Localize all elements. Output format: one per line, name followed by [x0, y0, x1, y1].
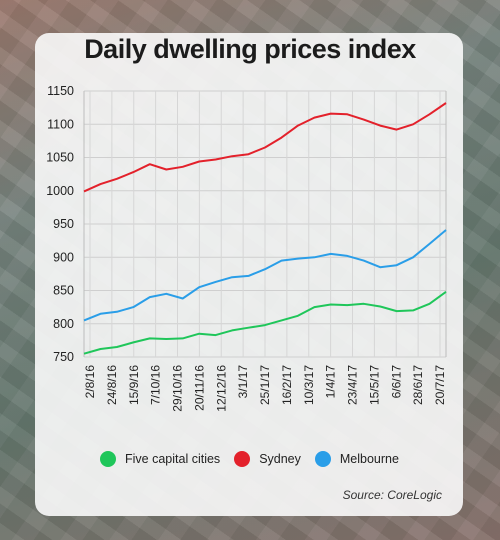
x-axis-ticks: 2/8/16 24/8/16 15/9/16 7/10/16 29/10/16 20/11…: [83, 365, 447, 412]
legend-label: Five capital cities: [125, 452, 221, 466]
y-tick-label: 900: [53, 250, 74, 264]
x-tick-label: 2/8/16: [83, 365, 97, 399]
series-line-sydney: [83, 102, 447, 193]
y-tick-label: 1150: [47, 84, 74, 98]
x-tick-label: 24/8/16: [105, 365, 119, 405]
x-tick-label: 20/11/16: [192, 365, 206, 411]
x-tick-label: 6/6/17: [389, 365, 403, 399]
legend-item-five-capital-cities: Five capital cities: [100, 451, 220, 467]
source-note: Source: CoreLogic: [342, 488, 442, 502]
x-tick-label: 15/9/16: [127, 365, 141, 405]
legend: Five capital cities Sydney Melbourne: [100, 450, 413, 468]
x-tick-label: 28/6/17: [411, 365, 425, 405]
x-tick-label: 20/7/17: [433, 365, 447, 405]
y-tick-label: 950: [53, 217, 74, 231]
chart-card: [35, 33, 463, 516]
legend-swatch: [100, 451, 116, 467]
series-line-five-capital-cities: [83, 290, 447, 355]
y-tick-label: 1100: [47, 117, 74, 131]
x-tick-label: 3/1/17: [236, 365, 250, 399]
y-tick-label: 800: [53, 317, 74, 331]
legend-label: Melbourne: [339, 452, 399, 466]
x-tick-label: 29/10/16: [171, 365, 185, 412]
x-tick-label: 25/1/17: [258, 365, 272, 405]
legend-swatch: [314, 451, 331, 467]
y-tick-label: 850: [53, 284, 74, 298]
chart-title: Daily dwelling prices index: [84, 34, 416, 64]
legend-swatch: [234, 451, 251, 467]
x-tick-label: 16/2/17: [280, 365, 294, 405]
x-tick-label: 10/3/17: [302, 365, 316, 405]
series-lines: [83, 102, 447, 355]
y-axis-ticks: 750 800 850 900 950 1000 1050 1100 1150: [46, 84, 74, 364]
y-tick-label: 1000: [46, 184, 74, 198]
x-tick-label: 23/4/17: [346, 365, 360, 405]
grid: [83, 90, 447, 358]
legend-item-sydney: Sydney: [234, 451, 301, 467]
legend-item-melbourne: Melbourne: [314, 451, 399, 467]
y-tick-label: 750: [53, 350, 74, 364]
legend-label: Sydney: [259, 452, 301, 466]
y-tick-label: 1050: [46, 151, 74, 165]
x-tick-label: 12/12/16: [214, 365, 228, 412]
x-tick-label: 7/10/16: [149, 365, 163, 405]
x-tick-label: 1/4/17: [324, 365, 338, 399]
series-line-melbourne: [83, 229, 447, 322]
x-tick-label: 15/5/17: [367, 365, 381, 405]
